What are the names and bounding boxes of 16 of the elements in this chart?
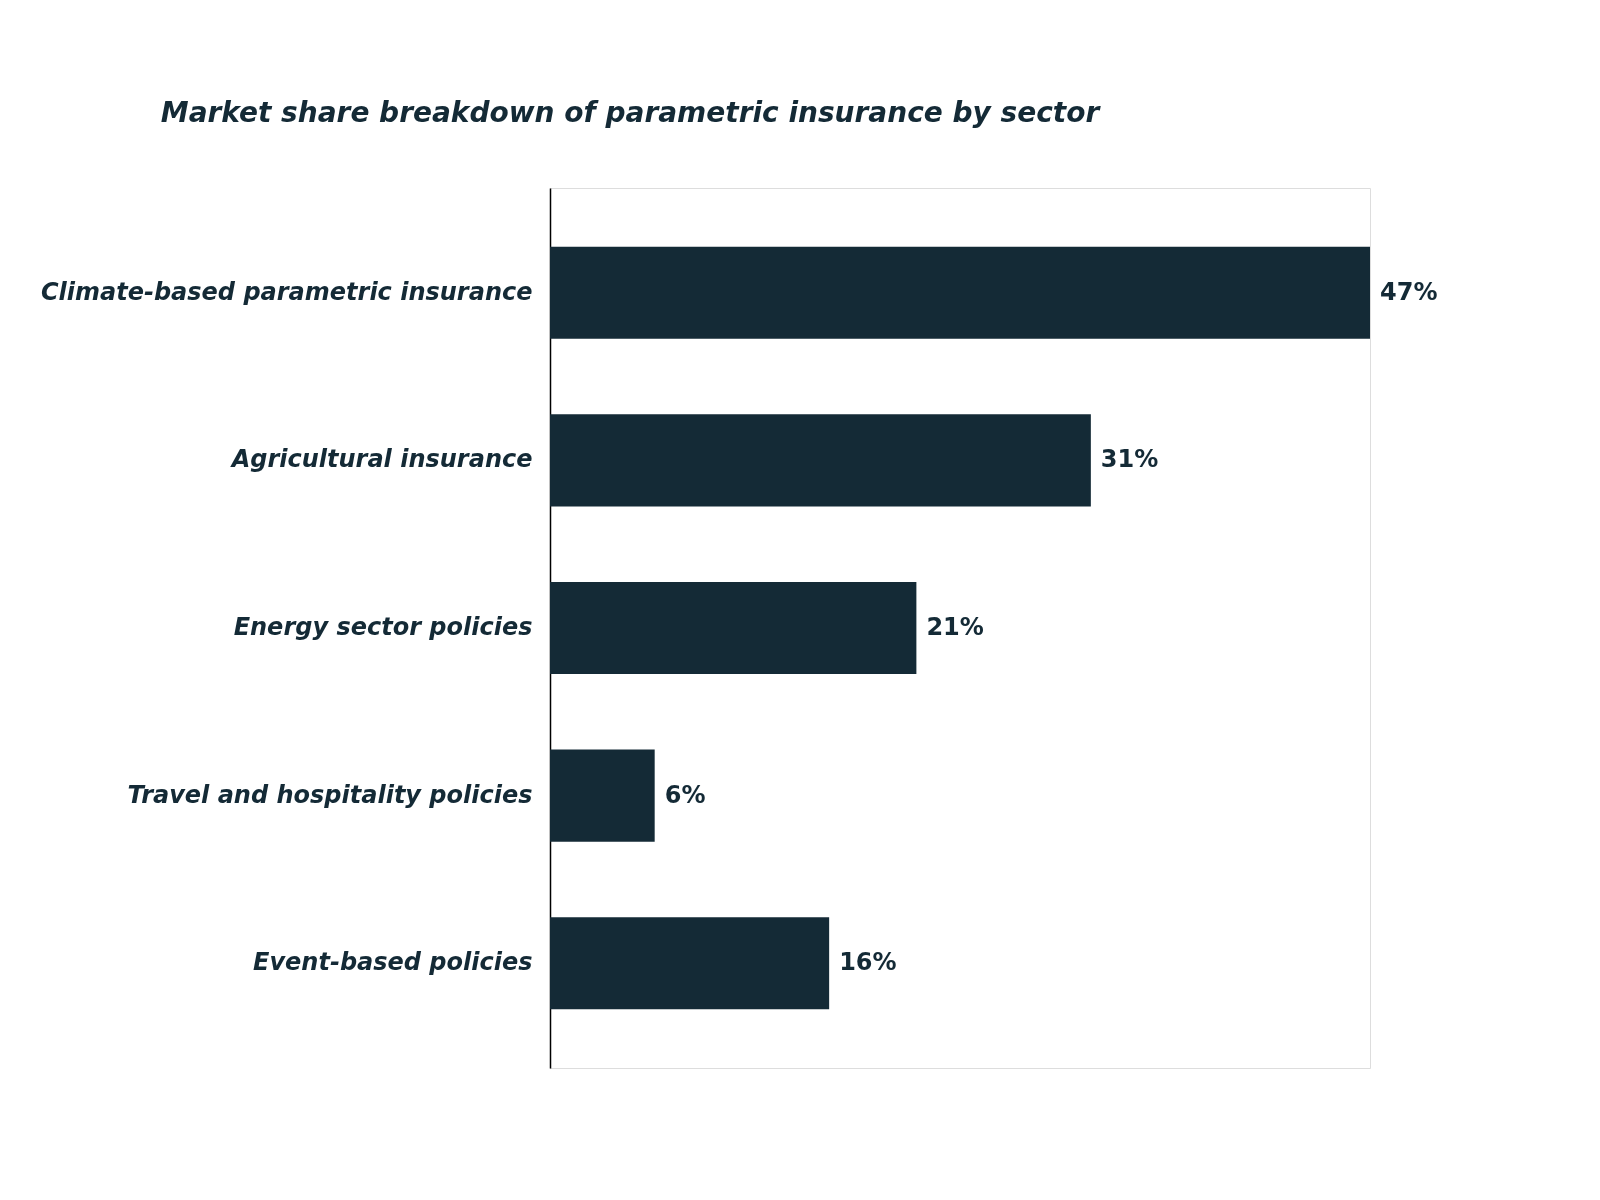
bar (550, 246, 1370, 339)
data-label: 47% (1380, 277, 1438, 306)
data-label: 6% (664, 780, 706, 809)
bar (550, 749, 655, 842)
bar (550, 581, 917, 675)
y-tick-label: Agricultural insurance (229, 445, 533, 474)
y-tick-label: Travel and hospitality policies (127, 780, 533, 809)
data-label: 31% (1100, 445, 1159, 474)
bar (550, 414, 1091, 507)
data-label: 21% (926, 613, 984, 641)
data-label: 16% (839, 948, 897, 977)
y-tick-label: Event-based policies (253, 948, 533, 977)
y-tick-label: Energy sector policies (233, 613, 533, 641)
bar (550, 917, 830, 1010)
y-tick-label: Climate-based parametric insurance (40, 277, 533, 306)
chart-title: Market share breakdown of parametric insurance by sector (160, 96, 1102, 129)
